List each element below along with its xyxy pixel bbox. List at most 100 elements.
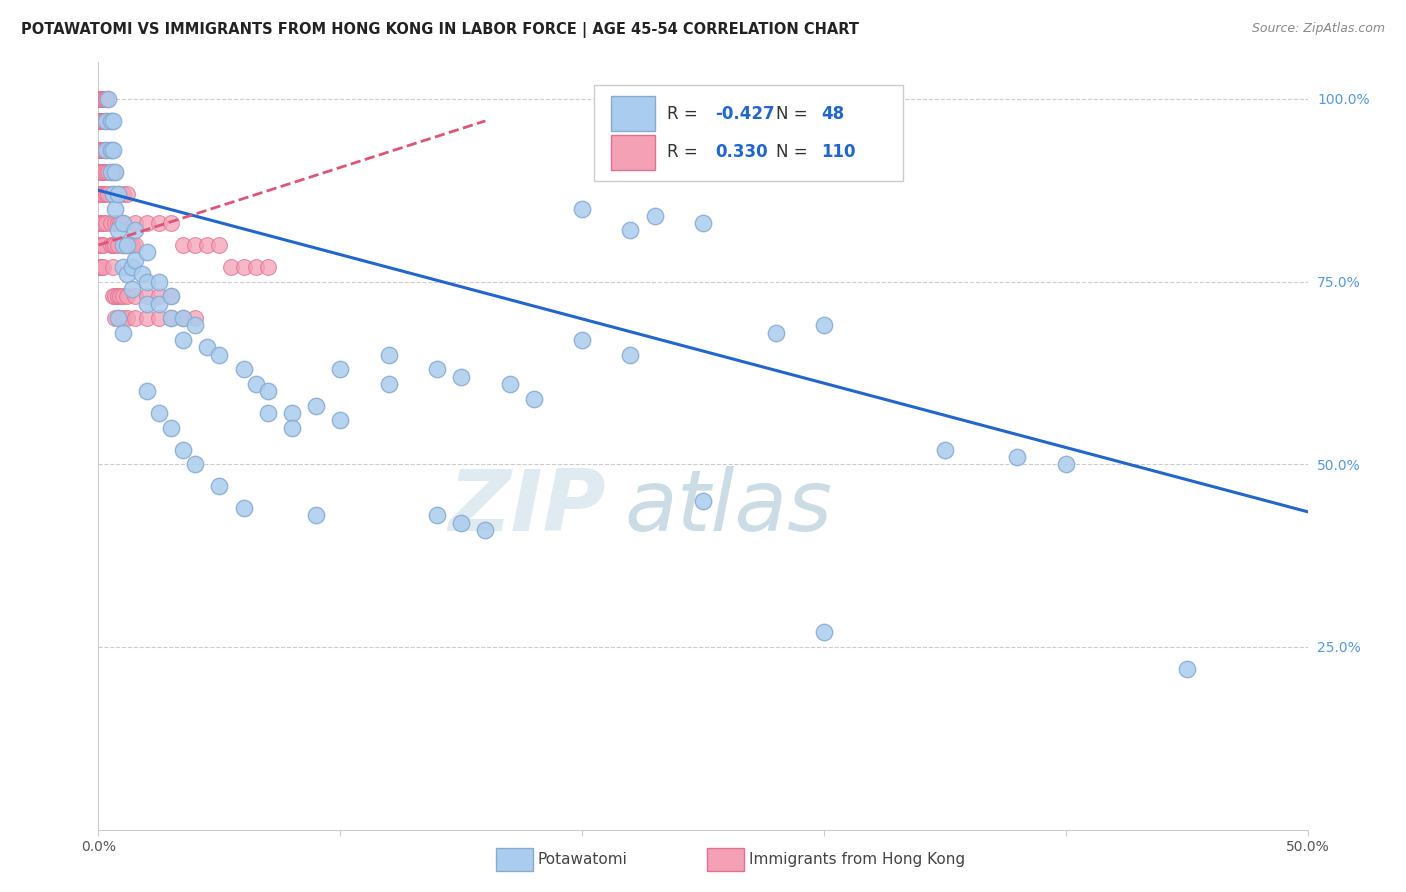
Point	[172, 333, 194, 347]
Point	[87, 92, 110, 106]
Point	[87, 260, 110, 274]
Point	[135, 384, 157, 399]
Point	[131, 268, 153, 282]
Point	[94, 216, 117, 230]
Point	[101, 114, 124, 128]
Point	[523, 392, 546, 406]
FancyBboxPatch shape	[612, 96, 655, 131]
Point	[124, 238, 146, 252]
Point	[245, 376, 267, 391]
Point	[111, 289, 134, 303]
Point	[121, 260, 143, 274]
Point	[160, 311, 183, 326]
Point	[124, 216, 146, 230]
Point	[172, 311, 194, 326]
FancyBboxPatch shape	[612, 135, 655, 169]
Point	[450, 516, 472, 530]
Point	[90, 114, 112, 128]
Point	[91, 114, 114, 128]
Point	[101, 165, 124, 179]
Point	[305, 399, 328, 413]
Point	[90, 114, 112, 128]
Point	[813, 625, 835, 640]
Point	[1007, 450, 1029, 464]
Point	[87, 114, 110, 128]
Point	[97, 114, 120, 128]
Point	[329, 413, 352, 427]
Text: -0.427: -0.427	[716, 105, 775, 123]
Point	[101, 260, 124, 274]
Point	[87, 92, 110, 106]
Point	[245, 260, 267, 274]
Point	[377, 376, 399, 391]
Point	[100, 114, 122, 128]
Point	[111, 238, 134, 252]
Point	[111, 216, 134, 230]
Point	[90, 238, 112, 252]
Point	[94, 92, 117, 106]
Point	[117, 289, 139, 303]
Point	[111, 326, 134, 340]
Point	[101, 186, 124, 201]
Point	[256, 384, 278, 399]
Point	[100, 143, 122, 157]
Point	[184, 457, 207, 471]
Text: 48: 48	[821, 105, 845, 123]
Point	[91, 143, 114, 157]
Point	[111, 311, 134, 326]
Point	[100, 165, 122, 179]
Point	[101, 289, 124, 303]
Point	[474, 523, 496, 537]
Point	[184, 238, 207, 252]
Point	[107, 311, 129, 326]
Point	[101, 143, 124, 157]
Point	[221, 260, 243, 274]
Point	[104, 289, 127, 303]
Point	[94, 92, 117, 106]
Point	[97, 92, 120, 106]
Point	[94, 114, 117, 128]
Point	[813, 318, 835, 333]
Point	[104, 311, 127, 326]
Text: Source: ZipAtlas.com: Source: ZipAtlas.com	[1251, 22, 1385, 36]
Point	[195, 340, 218, 354]
Point	[94, 143, 117, 157]
Point	[148, 216, 170, 230]
Point	[90, 143, 112, 157]
Point	[108, 216, 131, 230]
Text: 0.330: 0.330	[716, 144, 768, 161]
Point	[94, 165, 117, 179]
Point	[1175, 662, 1198, 676]
Point	[97, 186, 120, 201]
Point	[426, 508, 449, 523]
Point	[107, 186, 129, 201]
Point	[160, 289, 183, 303]
Point	[97, 143, 120, 157]
Point	[135, 245, 157, 260]
Point	[160, 216, 183, 230]
Point	[692, 493, 714, 508]
Point	[148, 289, 170, 303]
Point	[87, 186, 110, 201]
Point	[644, 209, 666, 223]
Point	[90, 92, 112, 106]
Point	[107, 186, 129, 201]
Text: ZIP: ZIP	[449, 466, 606, 549]
Text: Potawatomi: Potawatomi	[537, 853, 627, 867]
Point	[124, 289, 146, 303]
Point	[100, 165, 122, 179]
Point	[107, 311, 129, 326]
Text: N =: N =	[776, 105, 813, 123]
Point	[305, 508, 328, 523]
Point	[100, 238, 122, 252]
Point	[121, 238, 143, 252]
Point	[94, 92, 117, 106]
Point	[160, 311, 183, 326]
Point	[329, 362, 352, 376]
Point	[91, 216, 114, 230]
Point	[117, 186, 139, 201]
Point	[160, 421, 183, 435]
Point	[426, 362, 449, 376]
Point	[104, 216, 127, 230]
Point	[256, 260, 278, 274]
